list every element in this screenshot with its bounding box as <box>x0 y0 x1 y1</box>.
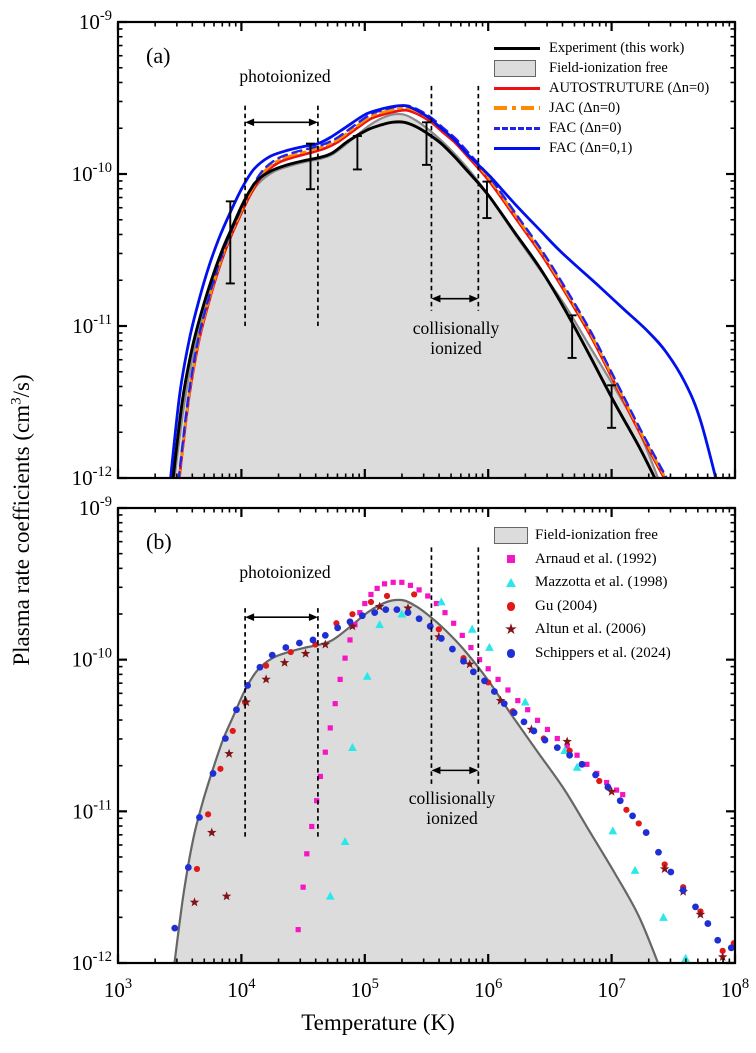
y-axis-label-superscript: 3 <box>8 397 25 405</box>
legend-item-altun: ★ Altun et al. (2006) <box>494 618 671 642</box>
panel-a-frame <box>116 20 737 480</box>
x-axis-label: Temperature (K) <box>301 1010 455 1035</box>
panel-a-series <box>169 104 718 478</box>
annotation-region <box>244 608 319 841</box>
y-tick-label: 10-11 <box>72 312 112 338</box>
legend-label: Experiment (this work) <box>549 39 685 56</box>
legend-item-field-ionization-free: Field-ionization free <box>494 524 671 548</box>
y-axis-label: Plasma rate coefficients (cm3/s) <box>8 200 35 840</box>
panel-b-label: (b) <box>146 529 172 554</box>
y-tick-label: 10-9 <box>79 494 112 520</box>
dashed-line-swatch-icon <box>494 126 542 130</box>
legend-panel-a: Experiment (this work) Field-ionization … <box>494 38 709 158</box>
legend-label: JAC (Δn=0) <box>549 99 621 116</box>
square-marker-icon <box>494 555 528 564</box>
legend-item-autostructure: AUTOSTRUTURE (Δn=0) <box>494 78 709 98</box>
curve-fac-n-0-1- <box>169 104 718 478</box>
legend-item-field-ionization-free: Field-ionization free <box>494 58 709 78</box>
legend-label: Gu (2004) <box>535 597 598 614</box>
x-tick-label: 106 <box>474 976 502 1002</box>
error-bars <box>225 121 617 429</box>
y-tick-label: 10-11 <box>72 797 112 823</box>
y-tick-label: 10-12 <box>72 464 112 490</box>
legend-item-jac: JAC (Δn=0) <box>494 98 709 118</box>
y-axis-label-text: Plasma rate coefficients (cm <box>9 404 34 666</box>
scatter-mazzotta-et-al-1998- <box>325 597 690 962</box>
x-tick-label: 108 <box>721 976 749 1002</box>
panel-b-series <box>171 579 735 963</box>
panel-b-frame <box>116 506 737 965</box>
legend-label: AUTOSTRUTURE (Δn=0) <box>549 79 710 96</box>
y-axis-label-units: /s) <box>9 374 34 398</box>
annotation-region <box>430 547 480 785</box>
triangle-marker-icon <box>494 578 528 588</box>
legend-item-experiment: Experiment (this work) <box>494 38 709 58</box>
shaded-area-swatch-icon <box>494 527 528 545</box>
circle-marker-icon <box>494 602 528 611</box>
legend-item-gu: Gu (2004) <box>494 595 671 619</box>
x-tick-label: 104 <box>227 976 256 1002</box>
legend-item-arnaud: Arnaud et al. (1992) <box>494 548 671 572</box>
solid-line-swatch-icon <box>494 146 542 150</box>
field-ionization-free-area <box>173 114 661 478</box>
legend-label: Field-ionization free <box>535 527 658 544</box>
legend-label: Field-ionization free <box>549 59 668 76</box>
legend-label: FAC (Δn=0) <box>549 119 622 136</box>
annotation-region <box>430 85 480 311</box>
field-ionization-free-area <box>173 599 661 963</box>
legend-label: Mazzotta et al. (1998) <box>535 574 668 591</box>
x-tick-label: 105 <box>351 976 379 1002</box>
annotation-photoionized-b: photoionized <box>239 562 331 582</box>
legend-label: FAC (Δn=0,1) <box>549 139 633 156</box>
solid-line-swatch-icon <box>494 86 542 90</box>
dash-dot-line-swatch-icon <box>494 106 542 110</box>
annotation-photoionized-a: photoionized <box>239 66 331 86</box>
y-tick-label: 10-12 <box>72 949 112 975</box>
curve-experiment-this-work- <box>171 120 657 478</box>
y-tick-label: 10-10 <box>72 646 112 672</box>
annotation-collisionally-ionized-a: collisionally ionized <box>412 318 500 359</box>
legend-item-fac-dn01: FAC (Δn=0,1) <box>494 138 709 158</box>
x-tick-label: 107 <box>597 976 625 1002</box>
legend-item-fac-dn0: FAC (Δn=0) <box>494 118 709 138</box>
legend-label: Arnaud et al. (1992) <box>535 550 657 567</box>
legend-item-mazzotta: Mazzotta et al. (1998) <box>494 571 671 595</box>
annotation-region <box>244 105 319 326</box>
solid-line-swatch-icon <box>494 46 542 50</box>
shaded-area-swatch-icon <box>494 59 542 77</box>
scatter-schippers-et-al-2024- <box>171 606 735 952</box>
annotation-collisionally-ionized-b: collisionally ionized <box>408 788 496 829</box>
legend-panel-b: Field-ionization free Arnaud et al. (199… <box>494 524 671 665</box>
star-marker-icon: ★ <box>504 620 518 639</box>
legend-label: Altun et al. (2006) <box>535 621 646 638</box>
legend-item-schippers: Schippers et al. (2024) <box>494 642 671 666</box>
circle-marker-icon <box>494 649 528 658</box>
y-tick-label: 10-10 <box>72 160 112 186</box>
y-tick-label: 10-9 <box>79 8 112 34</box>
x-tick-label: 103 <box>104 976 132 1002</box>
legend-label: Schippers et al. (2024) <box>535 644 671 661</box>
panel-a-label: (a) <box>146 43 171 68</box>
